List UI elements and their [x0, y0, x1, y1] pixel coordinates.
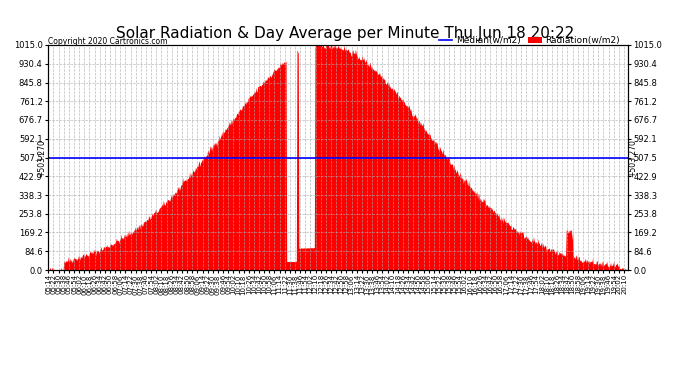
Text: +503.270: +503.270 — [37, 140, 46, 177]
Text: +503.270: +503.270 — [628, 140, 637, 177]
Text: Copyright 2020 Cartronics.com: Copyright 2020 Cartronics.com — [48, 38, 168, 46]
Text: Solar Radiation & Day Average per Minute Thu Jun 18 20:22: Solar Radiation & Day Average per Minute… — [116, 26, 574, 41]
Legend: Median(w/m2), Radiation(w/m2): Median(w/m2), Radiation(w/m2) — [435, 33, 623, 49]
